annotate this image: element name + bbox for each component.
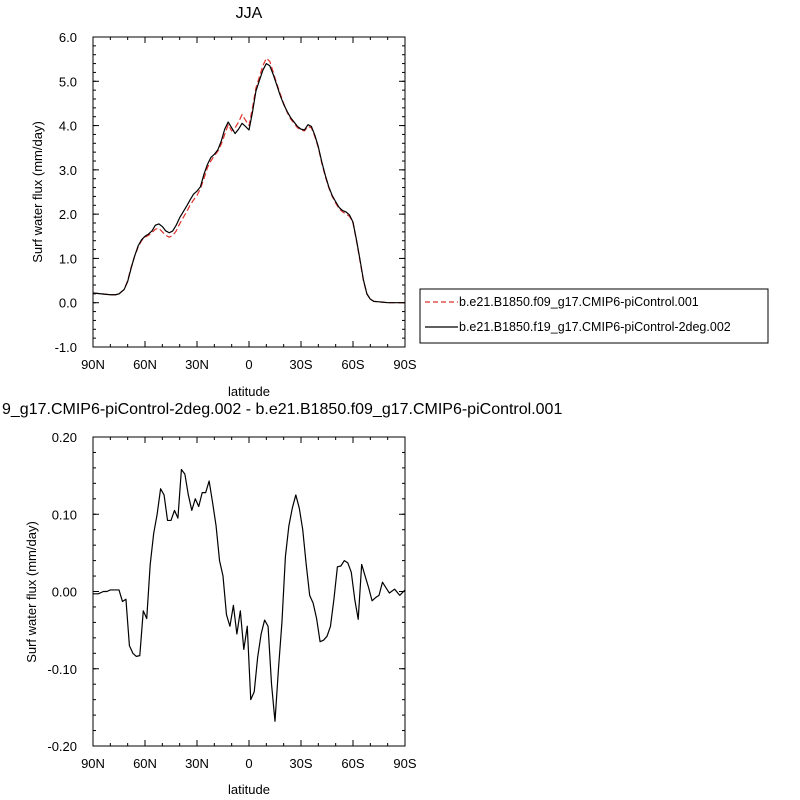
bottom-x-tick-label: 0 (245, 756, 252, 771)
bottom-tick-labels: 90N 60N 30N 0 30S 60S 90S -0.20 -0.10 0.00 0.10 0.2… (47, 430, 417, 771)
legend-label-series-2: b.e21.B1850.f19_g17.CMIP6-piControl-2deg… (459, 320, 731, 334)
top-series-group (92, 57, 405, 304)
top-plot-frame (92, 36, 406, 348)
top-y-axis-title: Surf water flux (mm/day) (30, 121, 45, 263)
top-series-line-2 (92, 62, 405, 304)
top-x-tick-label: 60N (133, 357, 157, 372)
bottom-x-tick-label: 30N (185, 756, 209, 771)
top-x-tick-label: 0 (245, 357, 252, 372)
legend: b.e21.B1850.f09_g17.CMIP6-piControl.001 … (419, 288, 769, 344)
top-x-tick-label: 30N (185, 357, 209, 372)
top-y-tick-label: 6.0 (59, 30, 77, 45)
bottom-x-tick-label: 60S (341, 756, 364, 771)
bottom-axis-ticks (92, 436, 406, 747)
top-y-tick-label: 0.0 (59, 296, 77, 311)
bottom-y-tick-label: 0.10 (52, 507, 77, 522)
bottom-y-tick-label: -0.20 (47, 739, 77, 754)
top-y-tick-label: 2.0 (59, 207, 77, 222)
top-x-tick-label: 90S (393, 357, 416, 372)
top-y-tick-label: 1.0 (59, 251, 77, 266)
top-x-tick-label: 30S (289, 357, 312, 372)
bottom-chart-title: 9_g17.CMIP6-piControl-2deg.002 - b.e21.B… (2, 401, 562, 418)
legend-box (419, 288, 769, 344)
top-y-tick-label: 5.0 (59, 74, 77, 89)
top-series-line-1 (92, 57, 405, 304)
top-axis-ticks (92, 36, 406, 348)
bottom-y-tick-label: -0.10 (47, 662, 77, 677)
bottom-series-group (93, 468, 406, 722)
top-tick-labels: 90N 60N 30N 0 30S 60S 90S -1.0 0.0 1.0 2.0 3.0 4.0 5.… (55, 30, 417, 372)
top-x-axis-title: latitude (228, 384, 270, 399)
bottom-plot-frame (92, 436, 406, 747)
bottom-y-tick-label: 0.20 (52, 430, 77, 445)
bottom-x-tick-label: 60N (133, 756, 157, 771)
bottom-y-tick-label: 0.00 (52, 585, 77, 600)
top-chart-title: JJA (236, 5, 263, 22)
bottom-series-line-1 (93, 468, 406, 722)
top-x-tick-label: 60S (341, 357, 364, 372)
top-y-tick-label: 3.0 (59, 163, 77, 178)
bottom-x-tick-label: 90S (393, 756, 416, 771)
top-panel: JJA 90N 60N 30N 0 30S 60S 90S -1.0 0.0 1.0 2.0 3.0 4… (30, 5, 417, 399)
bottom-panel: 9_g17.CMIP6-piControl-2deg.002 - b.e21.B… (2, 401, 562, 797)
bottom-y-axis-title: Surf water flux (mm/day) (24, 521, 39, 663)
top-y-tick-label: 4.0 (59, 119, 77, 134)
top-x-tick-label: 90N (81, 357, 105, 372)
top-y-tick-label: -1.0 (55, 340, 77, 355)
legend-label-series-1: b.e21.B1850.f09_g17.CMIP6-piControl.001 (459, 295, 699, 309)
bottom-x-tick-label: 90N (81, 756, 105, 771)
bottom-x-tick-label: 30S (289, 756, 312, 771)
bottom-x-axis-title: latitude (228, 782, 270, 797)
